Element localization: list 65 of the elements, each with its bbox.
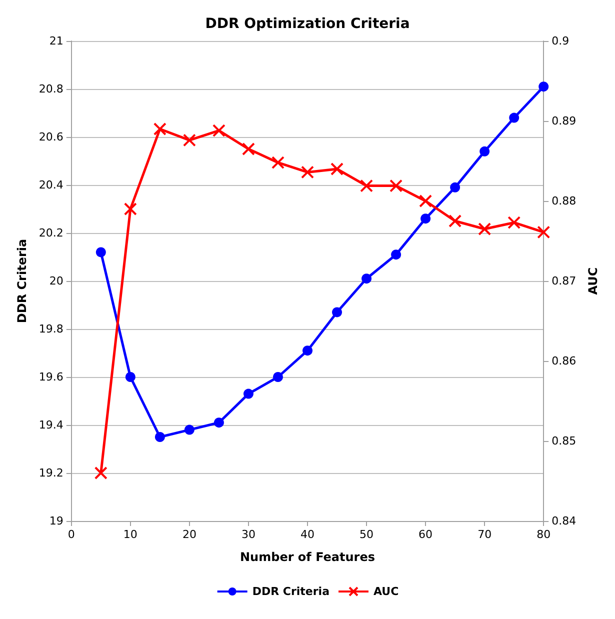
x-tick-label: 20 <box>182 528 196 541</box>
point <box>448 214 462 228</box>
point <box>243 388 254 399</box>
point <box>390 179 403 192</box>
chart-title: DDR Optimization Criteria <box>205 16 410 32</box>
x-tick-label: 70 <box>478 528 492 541</box>
point <box>509 112 520 123</box>
x-axis-title: Number of Features <box>240 550 375 564</box>
y2-tick-label: 0.89 <box>552 114 576 128</box>
point <box>419 194 432 208</box>
y-tick-label: 19 <box>49 514 64 528</box>
y2-tick-label: 0.9 <box>552 34 570 48</box>
point <box>360 179 374 192</box>
x-tick-label: 30 <box>241 528 256 541</box>
y-tick-label: 19.8 <box>38 322 64 336</box>
x-tick-label: 50 <box>360 528 374 541</box>
point <box>212 124 226 138</box>
point <box>302 346 312 356</box>
y-tick-label: 19.6 <box>38 370 64 384</box>
point <box>96 247 106 258</box>
y-axis-title: DDR Criteria <box>15 238 29 324</box>
point <box>242 142 255 156</box>
point <box>124 202 137 216</box>
y-tick-label: 20.8 <box>38 82 64 96</box>
y2-tick-label: 0.88 <box>552 194 576 208</box>
point <box>154 432 165 442</box>
point <box>125 372 136 382</box>
point <box>330 162 344 176</box>
point <box>271 156 284 170</box>
point <box>214 418 224 428</box>
point <box>184 424 194 435</box>
y-tick-label: 19.2 <box>38 466 64 480</box>
point <box>94 466 108 480</box>
point <box>301 166 314 179</box>
point <box>391 250 402 260</box>
point <box>450 182 460 192</box>
y-tick-label: 20 <box>49 274 64 288</box>
point <box>508 216 521 230</box>
x-tick-label: 80 <box>536 528 551 541</box>
y-tick-label: 20.2 <box>38 226 64 240</box>
point <box>182 134 196 147</box>
point <box>332 307 342 318</box>
y-tick-label: 19.4 <box>38 418 64 432</box>
y-tick-label: 20.4 <box>38 178 64 192</box>
point <box>478 222 492 236</box>
y-tick-label: 21 <box>49 34 64 48</box>
point <box>153 122 166 136</box>
y-tick-label: 20.6 <box>38 130 64 144</box>
point <box>480 146 490 156</box>
y2-axis-title: AUC <box>586 267 600 295</box>
y2-tick-label: 0.85 <box>552 434 576 448</box>
point <box>362 274 372 284</box>
point <box>538 82 549 92</box>
point <box>272 372 283 382</box>
x-tick-label: 0 <box>68 528 75 541</box>
point <box>420 214 431 224</box>
x-tick-label: 60 <box>418 528 433 541</box>
x-tick-label: 40 <box>300 528 314 541</box>
legend-label: AUC <box>373 585 399 598</box>
x-tick-label: 10 <box>123 528 138 541</box>
y2-tick-label: 0.84 <box>552 514 576 528</box>
y2-tick-label: 0.86 <box>552 354 576 368</box>
legend-label: DDR Criteria <box>252 585 330 598</box>
y2-tick-label: 0.87 <box>552 274 576 288</box>
point <box>537 226 550 239</box>
